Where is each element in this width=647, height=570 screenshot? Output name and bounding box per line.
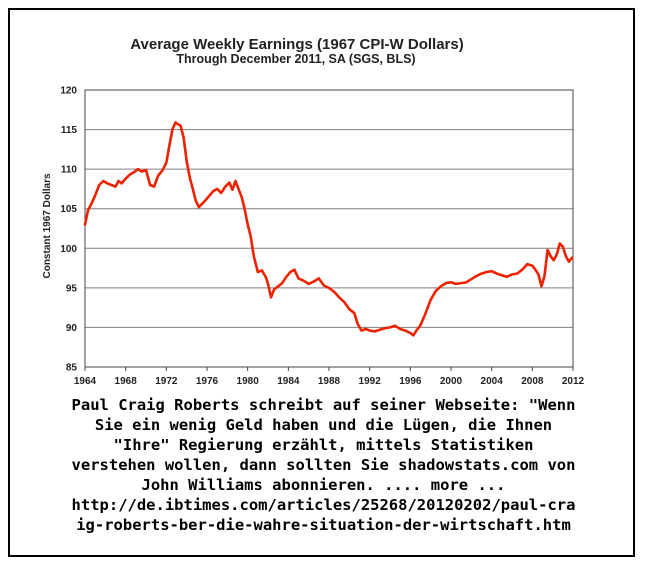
y-tick-label: 90 xyxy=(66,323,78,334)
chart: Average Weekly Earnings (1967 CPI-W Doll… xyxy=(42,36,585,387)
x-tick-label: 1988 xyxy=(318,376,341,387)
series-line xyxy=(83,121,574,337)
series-layer xyxy=(83,121,574,337)
plot-area xyxy=(84,89,574,368)
grid-lines xyxy=(85,89,573,368)
x-tick-label: 1964 xyxy=(74,376,97,387)
caption-line: verstehen wollen, dann sollten Sie shado… xyxy=(71,456,576,474)
x-tick-label: 2012 xyxy=(562,376,585,387)
y-tick-labels: 85 90 95 100 105 110 115 120 xyxy=(60,86,77,374)
x-tick-label: 1980 xyxy=(237,376,260,387)
x-tick-label: 1968 xyxy=(115,376,138,387)
chart-subtitle: Through December 2011, SA (SGS, BLS) xyxy=(176,52,415,66)
x-tick-label: 1976 xyxy=(196,376,219,387)
x-tick-labels: 1964 1968 1972 1976 1980 1984 1988 1992 1996 2000… xyxy=(74,367,585,387)
caption: Paul Craig Roberts schreibt auf seiner W… xyxy=(18,395,629,535)
x-tick-label: 2000 xyxy=(440,376,463,387)
y-tick-label: 105 xyxy=(60,204,77,215)
x-tick-label: 2008 xyxy=(521,376,544,387)
x-tick-label: 1996 xyxy=(399,376,422,387)
chart-title: Average Weekly Earnings (1967 CPI-W Doll… xyxy=(130,36,463,53)
x-tick-label: 1972 xyxy=(155,376,178,387)
caption-line: John Williams abonnieren. .... more ... xyxy=(141,476,506,494)
x-tick-label: 1984 xyxy=(277,376,300,387)
y-tick-label: 100 xyxy=(60,244,77,255)
caption-link[interactable]: http://de.ibtimes.com/articles/25268/201… xyxy=(71,496,576,514)
y-tick-label: 110 xyxy=(61,165,78,176)
y-tick-label: 85 xyxy=(66,363,78,374)
y-tick-label: 120 xyxy=(60,86,77,97)
caption-line: Paul Craig Roberts schreibt auf seiner W… xyxy=(71,396,576,414)
caption-line: "Ihre" Regierung erzählt, mittels Statis… xyxy=(113,436,534,454)
x-tick-label: 1992 xyxy=(359,376,382,387)
y-tick-label: 115 xyxy=(61,125,78,136)
y-tick-label: 95 xyxy=(66,283,78,294)
y-axis-label: Constant 1967 Dollars xyxy=(42,173,53,278)
caption-line: Sie ein wenig Geld haben und die Lügen, … xyxy=(94,416,553,434)
caption-link[interactable]: ig-roberts-ber-die-wahre-situation-der-w… xyxy=(76,516,571,534)
x-tick-label: 2004 xyxy=(481,376,504,387)
